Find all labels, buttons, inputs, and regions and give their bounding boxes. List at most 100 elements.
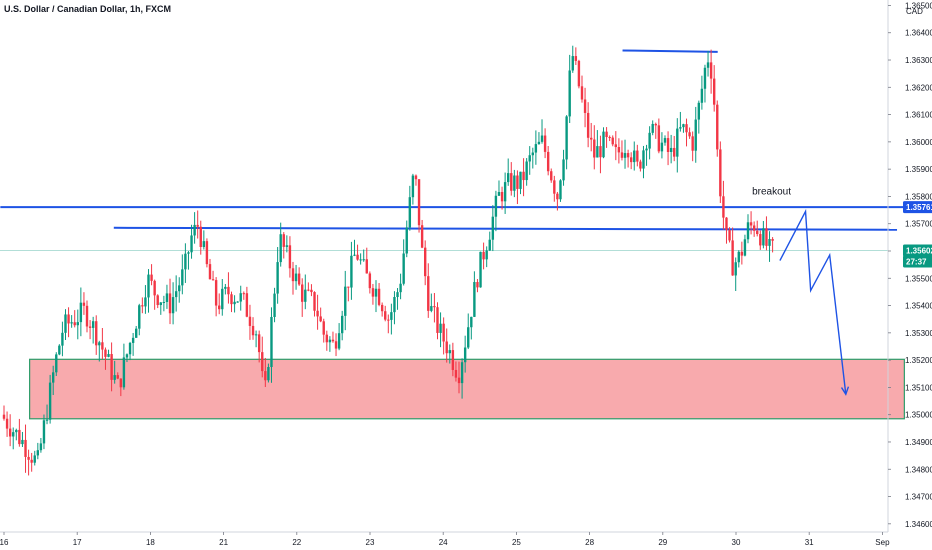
candle-body xyxy=(273,293,276,317)
candle-body xyxy=(337,333,341,349)
candle-body xyxy=(45,419,49,421)
candle-body xyxy=(660,142,664,152)
candle-body xyxy=(719,149,722,197)
candle-body xyxy=(12,432,15,437)
candle-body xyxy=(636,150,639,162)
candle-body xyxy=(491,216,495,240)
candle-body xyxy=(224,286,227,289)
y-tick-label: 1.36400 xyxy=(905,29,932,38)
candle-body xyxy=(759,234,762,246)
candle-body xyxy=(214,280,218,306)
candle-body xyxy=(64,314,67,333)
candle-body xyxy=(445,341,448,354)
candle-body xyxy=(648,132,651,149)
candle-body xyxy=(128,342,132,355)
candle-body xyxy=(586,112,590,138)
candle-body xyxy=(294,273,298,282)
candle-body xyxy=(525,161,528,181)
candle-body xyxy=(307,289,310,291)
candle-body xyxy=(749,222,753,226)
candle-body xyxy=(242,293,246,295)
candle-body xyxy=(725,217,728,231)
candle-body xyxy=(125,354,129,358)
candle-body xyxy=(467,327,470,348)
candle-body xyxy=(756,230,759,235)
candle-body xyxy=(276,262,279,294)
candle-body xyxy=(500,191,504,202)
candle-body xyxy=(76,322,79,326)
candle-body xyxy=(181,269,184,286)
trend-lines-layer xyxy=(0,49,905,251)
x-tick-label: 29 xyxy=(658,538,667,547)
price-tag-label-2: 27:37 xyxy=(906,257,927,266)
candle-body xyxy=(261,352,264,372)
candle-body xyxy=(254,334,258,336)
price-tag-0 xyxy=(903,201,932,214)
candle-body xyxy=(728,230,731,241)
support-zone xyxy=(29,358,905,420)
candle-body xyxy=(510,173,513,191)
candle-body xyxy=(571,56,574,71)
candle-body xyxy=(470,316,473,328)
candle-body xyxy=(423,247,427,277)
candle-body xyxy=(623,153,627,158)
candle-body xyxy=(313,292,316,311)
x-tick-label: Sep xyxy=(875,538,890,547)
x-tick-label: 21 xyxy=(219,538,228,547)
candle-body xyxy=(414,175,418,180)
candle-body xyxy=(590,137,593,140)
candle-body xyxy=(479,251,482,288)
candle-body xyxy=(211,279,215,281)
candle-body xyxy=(454,369,458,378)
resistance-line-1 xyxy=(113,226,898,231)
candle-body xyxy=(427,276,430,311)
candle-body xyxy=(605,131,608,138)
candle-body xyxy=(669,147,673,152)
candle-body xyxy=(706,62,710,68)
candle-body xyxy=(257,334,261,353)
candle-body xyxy=(703,67,707,89)
y-tick-label: 1.34800 xyxy=(905,465,932,474)
candle-body xyxy=(516,175,519,189)
candle-body xyxy=(752,225,756,231)
candle-body xyxy=(673,147,676,157)
candle-body xyxy=(574,56,578,61)
candle-body xyxy=(439,323,442,333)
candle-body xyxy=(396,292,399,298)
candle-body xyxy=(288,245,292,269)
candle-body xyxy=(33,455,36,463)
candle-body xyxy=(316,310,319,317)
candle-body xyxy=(21,439,24,445)
x-tick-label: 28 xyxy=(585,538,594,547)
candle-body xyxy=(91,321,95,328)
candle-body xyxy=(368,273,372,289)
candle-body xyxy=(340,315,344,334)
breakout-annotation: breakout xyxy=(752,187,791,198)
x-tick-label: 30 xyxy=(732,538,741,547)
candle-body xyxy=(565,116,568,160)
candle-body xyxy=(174,291,178,298)
candle-body xyxy=(95,321,98,346)
candle-body xyxy=(131,337,135,343)
candle-body xyxy=(27,456,30,460)
candle-body xyxy=(36,450,40,456)
candle-body xyxy=(768,238,771,246)
candle-body xyxy=(494,195,498,217)
y-tick-label: 1.36200 xyxy=(905,83,932,92)
candle-body xyxy=(522,171,525,181)
candle-body xyxy=(30,459,33,463)
candle-body xyxy=(731,240,734,276)
forecast-arrowhead xyxy=(840,386,850,396)
candle-body xyxy=(657,125,661,152)
candle-body xyxy=(746,222,750,240)
candle-body xyxy=(291,268,295,282)
candle-body xyxy=(301,284,304,302)
candle-body xyxy=(537,141,541,145)
candle-body xyxy=(2,414,6,419)
candle-body xyxy=(771,238,774,241)
candle-body xyxy=(617,147,621,153)
x-tick-label: 24 xyxy=(439,538,448,547)
candle-body xyxy=(248,316,252,326)
candle-body xyxy=(328,339,332,343)
